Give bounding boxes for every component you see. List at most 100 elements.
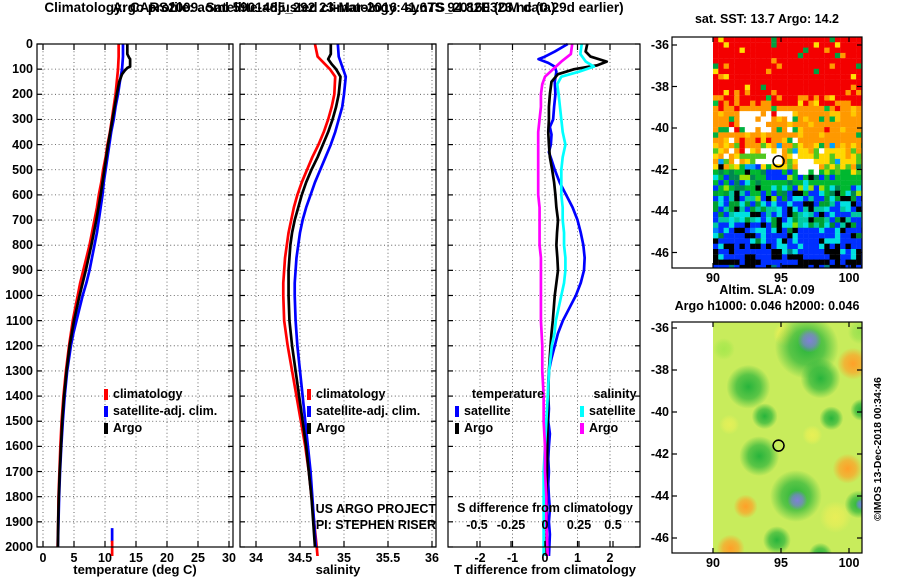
- depth-tick-label: 600: [12, 187, 33, 202]
- map-y-tick-label: -42: [650, 447, 669, 461]
- temp-legend-1-marker: [104, 406, 108, 417]
- map-y-tick-label: -36: [650, 38, 669, 52]
- map-x-tick-label: 95: [774, 271, 788, 285]
- diff-legend-header-1: salinity: [593, 387, 637, 401]
- salinity_plot: [240, 43, 436, 556]
- difference_plot: [448, 43, 640, 556]
- diff-legend-1-1-marker: [580, 423, 584, 434]
- x-tick-label: 0: [541, 551, 549, 565]
- diff-legend-1-0-label: satellite: [589, 404, 636, 418]
- map-x-tick-label: 100: [838, 271, 860, 285]
- figure-subtitle: Climatology: CARS2009. Satellite-adjuste…: [44, 0, 624, 15]
- sal-legend-0-label: climatology: [316, 387, 386, 401]
- map-y-tick-label: -42: [650, 162, 669, 177]
- sal-legend-0-marker: [307, 389, 311, 400]
- map-y-tick-label: -44: [650, 204, 669, 218]
- sal-legend-2-label: Argo: [316, 421, 346, 435]
- x-tick-label: 0: [39, 551, 47, 565]
- diff-legend-1-1-label: Argo: [589, 421, 619, 435]
- sst-map: [672, 37, 862, 268]
- inner-x-tick-label: 0.25: [566, 518, 592, 532]
- inner-x-tick-label: 0.5: [604, 518, 622, 532]
- x-tick-label: 35: [337, 551, 351, 565]
- temp-legend-0-label: climatology: [113, 387, 183, 401]
- map-y-tick-label: -44: [650, 489, 669, 503]
- depth-tick-label: 1200: [5, 338, 33, 353]
- project-annotation-line2: PI: STEPHEN RISER: [315, 518, 436, 532]
- sla-map-title: Altim. SLA: 0.09: [719, 283, 815, 297]
- depth-tick-label: 200: [12, 87, 33, 102]
- depth-tick-label: 1900: [5, 514, 33, 529]
- depth-tick-label: 100: [12, 62, 33, 77]
- depth-tick-label: 400: [12, 137, 33, 152]
- project-annotation-line1: US ARGO PROJECT: [315, 502, 436, 516]
- x-tick-label: 34: [249, 551, 263, 565]
- t-difference-axis-label: T difference from climatology: [453, 562, 637, 577]
- inner-x-tick-label: -0.25: [496, 518, 526, 532]
- x-tick-label: -1: [506, 551, 519, 565]
- x-tick-label: 20: [160, 551, 174, 565]
- map-x-tick-label: 90: [706, 556, 720, 570]
- depth-tick-label: 1800: [5, 489, 33, 504]
- depth-tick-label: 1100: [5, 313, 33, 328]
- depth-tick-label: 2000: [5, 539, 33, 554]
- diff-legend-0-0-marker: [455, 406, 459, 417]
- temp-legend-1-label: satellite-adj. clim.: [113, 404, 218, 418]
- temp-legend-2-label: Argo: [113, 421, 143, 435]
- sal-legend-1-label: satellite-adj. clim.: [316, 404, 421, 418]
- x-tick-label: 36: [425, 551, 439, 565]
- depth-tick-label: 1700: [5, 464, 33, 479]
- depth-tick-label: 500: [12, 162, 33, 177]
- depth-tick-label: 800: [12, 238, 33, 253]
- map-y-tick-label: -40: [650, 405, 669, 419]
- s-difference-axis-label: S difference from climatology: [457, 501, 633, 515]
- x-tick-label: 35.5: [375, 551, 401, 565]
- sal-legend-2-marker: [307, 423, 311, 434]
- depth-tick-label: 1400: [5, 389, 33, 404]
- depth-tick-label: 1300: [5, 363, 33, 378]
- x-tick-label: 25: [191, 551, 205, 565]
- map-y-tick-label: -38: [650, 363, 669, 377]
- sst-map-title: sat. SST: 13.7 Argo: 14.2: [694, 12, 840, 26]
- diff-legend-0-1-marker: [455, 423, 459, 434]
- depth-tick-label: 0: [26, 37, 33, 51]
- x-tick-label: -2: [474, 551, 486, 565]
- temperature-axis-label: temperature (deg C): [73, 562, 197, 577]
- sla-map-subtitle: Argo h1000: 0.046 h2000: 0.046: [674, 299, 860, 313]
- x-tick-label: 34.5: [287, 551, 313, 565]
- salinity-axis-label: salinity: [315, 562, 361, 577]
- map-y-tick-label: -38: [650, 79, 669, 94]
- inner-x-tick-label: -0.5: [466, 518, 488, 532]
- depth-tick-label: 300: [12, 112, 33, 127]
- diff-legend-0-1-label: Argo: [464, 421, 494, 435]
- x-tick-label: 1: [574, 551, 581, 565]
- x-tick-label: 2: [606, 551, 614, 565]
- sla-map: [672, 322, 862, 553]
- depth-tick-label: 700: [12, 213, 33, 228]
- temp-legend-2-marker: [104, 423, 108, 434]
- figure-title: Argo profile: aoml 5901485_292 23-Mar-20…: [112, 0, 556, 15]
- depth-tick-label: 900: [12, 263, 33, 278]
- map-x-tick-label: 90: [706, 271, 720, 285]
- map-y-tick-label: -46: [650, 531, 669, 545]
- depth-tick-label: 1500: [5, 414, 33, 429]
- diff-legend-header-0: temperature: [471, 387, 545, 401]
- map-y-tick-label: -40: [650, 121, 669, 135]
- inner-x-tick-label: 0: [541, 518, 549, 532]
- map-y-tick-label: -36: [650, 321, 669, 335]
- temperature_plot: [37, 43, 233, 556]
- x-tick-label: 15: [129, 551, 143, 565]
- x-tick-label: 30: [222, 551, 236, 565]
- map-y-tick-label: -46: [650, 245, 669, 260]
- diff-legend-1-0-marker: [580, 406, 584, 417]
- depth-tick-label: 1600: [5, 439, 33, 454]
- map-x-tick-label: 95: [774, 556, 788, 570]
- map-x-tick-label: 100: [838, 556, 860, 570]
- x-tick-label: 5: [70, 551, 78, 565]
- sal-legend-1-marker: [307, 406, 311, 417]
- temp-legend-0-marker: [104, 389, 108, 400]
- depth-tick-label: 1000: [5, 288, 33, 303]
- diff-legend-0-0-label: satellite: [464, 404, 511, 418]
